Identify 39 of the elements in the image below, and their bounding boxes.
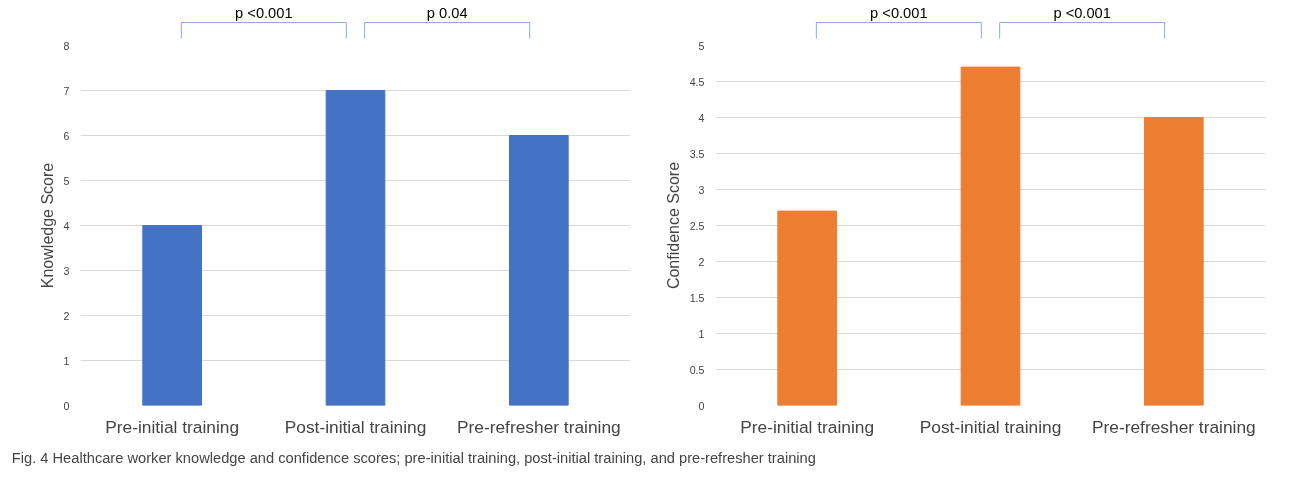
text: p <0.001 [1053,4,1111,21]
bar [509,135,569,406]
y-tick-label: 4 [63,219,70,232]
x-tick-label: Post-initial training [284,416,427,437]
y-tick-label: 3.5 [689,147,705,160]
y-tick-label: 6 [63,129,70,142]
y-tick-label: 4 [698,111,705,124]
text: p <0.001 [235,4,293,21]
y-tick-label: 0.5 [689,363,705,376]
bar [142,225,202,406]
y-tick-label: 1 [63,354,70,367]
x-tick-label: Pre-initial training [105,416,240,437]
x-tick-label: Pre-initial training [740,416,875,437]
x-tick-label: Post-initial training [919,416,1062,437]
x-tick-label: Pre-refresher training [1091,416,1256,437]
caption: Fig. 4 Healthcare worker knowledge and confidence scores; pre-initial training, post-initial training, and pre-refresher training [11,449,816,466]
bar [325,90,386,406]
bar [960,66,1021,406]
y-tick-label: 0 [698,399,705,412]
y-tick-label: 5 [698,39,705,52]
y-tick-label: 2.5 [689,219,705,232]
y-tick-label: 7 [63,84,70,97]
bar [1144,117,1204,406]
y-tick-label: 5 [63,174,70,187]
x-tick-label: Pre-refresher training [456,416,621,437]
y-tick-label: 1.5 [689,291,705,304]
text: p <0.001 [870,4,928,21]
y-tick-label: 1 [698,327,705,340]
y-axis-title: Confidence Score [664,161,682,290]
bar [777,210,837,406]
y-tick-label: 8 [63,39,70,52]
y-tick-label: 3 [63,264,70,277]
y-axis-title: Knowledge Score [38,162,56,289]
text: p 0.04 [426,4,468,21]
y-tick-label: 2 [698,255,705,268]
y-tick-label: 4.5 [689,75,705,88]
y-tick-label: 3 [698,183,705,196]
y-tick-label: 2 [63,309,70,322]
y-tick-label: 0 [63,399,70,412]
